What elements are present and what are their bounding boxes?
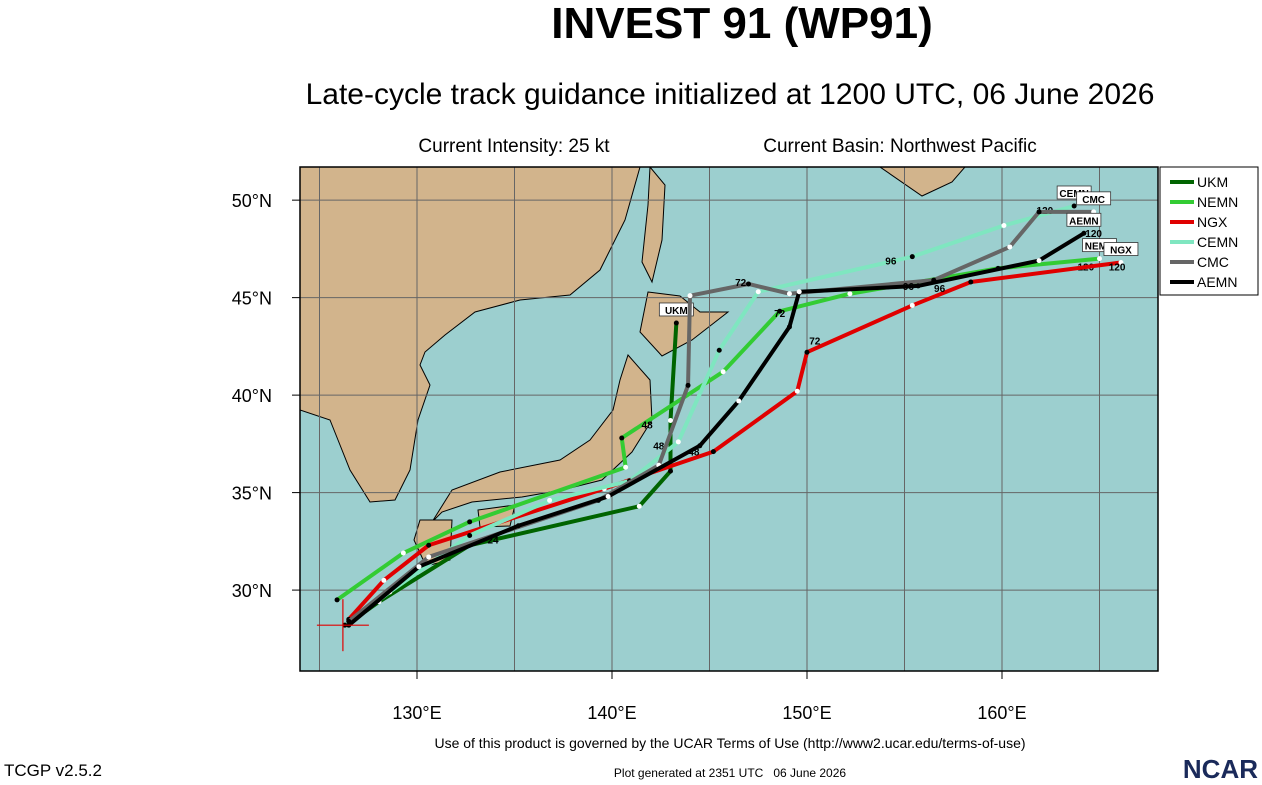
legend-box: [1159, 166, 1259, 296]
track-point: [619, 435, 625, 441]
track-point: [786, 291, 792, 297]
track-point: [847, 291, 853, 297]
hour-label: 48: [688, 448, 700, 459]
legend-label: UKM: [1197, 174, 1228, 190]
track-line: [347, 260, 1122, 621]
track-point: [675, 439, 681, 445]
subtitle: Late-cycle track guidance initialized at…: [306, 78, 1155, 111]
asia: [300, 167, 641, 503]
track-point: [605, 494, 611, 500]
generated: Plot generated at 2351 UTC 06 June 2026: [614, 766, 846, 780]
track-point: [547, 497, 553, 503]
y-tick-label: 50°N: [232, 191, 272, 211]
terms: Use of this product is governed by the U…: [434, 735, 1025, 751]
track-point: [467, 519, 473, 525]
track-point: [804, 349, 810, 355]
track-point: [1036, 258, 1042, 264]
legend-label: AEMN: [1197, 274, 1237, 290]
track-point: [968, 279, 974, 285]
track-point: [697, 443, 703, 449]
track-point: [636, 503, 642, 509]
hour-label: 72: [809, 336, 821, 347]
hour-label: 96: [934, 284, 946, 295]
track-point: [668, 417, 673, 423]
honshu: [431, 354, 653, 523]
track-point: [467, 532, 473, 538]
hour-label: 96: [885, 256, 897, 267]
hour-label: 48: [653, 442, 665, 453]
hour-label: 72: [774, 309, 786, 320]
kamchatka: [879, 167, 966, 197]
hour-label: 120: [1109, 262, 1126, 273]
y-tick-label: 45°N: [232, 289, 272, 309]
y-tick-label: 40°N: [232, 386, 272, 406]
track-point: [515, 523, 521, 529]
x-tick-label: 160°E: [977, 703, 1026, 723]
legend-label: CEMN: [1197, 234, 1238, 250]
track-point: [1007, 244, 1013, 250]
end-label: NEMN: [1085, 242, 1114, 253]
end-label-box: [1103, 242, 1139, 256]
sakhalin: [641, 167, 666, 284]
track-point: [909, 302, 915, 308]
track-point: [716, 347, 722, 353]
end-label: UKM: [665, 306, 688, 317]
legend-label: NGX: [1197, 214, 1228, 230]
track-point: [1071, 203, 1077, 209]
intensity: Current Intensity: 25 kt: [418, 136, 610, 157]
track-point: [755, 289, 761, 295]
track-point: [909, 254, 915, 260]
track-point: [400, 550, 406, 556]
track-point: [777, 308, 783, 314]
end-label: AEMN: [1069, 216, 1098, 227]
track-point: [1001, 222, 1007, 228]
x-tick-label: 130°E: [392, 703, 441, 723]
track-point: [1118, 260, 1124, 266]
track-point: [687, 293, 693, 299]
end-label: CMC: [1082, 195, 1105, 206]
track-point: [786, 324, 792, 330]
track-point: [381, 577, 387, 583]
y-tick-label: 30°N: [232, 581, 272, 601]
x-tick-label: 150°E: [782, 703, 831, 723]
x-tick-label: 140°E: [587, 703, 636, 723]
track-point: [1036, 209, 1042, 215]
hour-label: 48: [642, 420, 654, 431]
track-point: [736, 398, 742, 404]
track-point: [426, 542, 432, 548]
track-point: [1081, 230, 1087, 236]
map-frame: [299, 166, 1159, 672]
end-label-box: [1076, 191, 1112, 206]
track-point: [668, 468, 673, 474]
track-point: [673, 320, 679, 326]
end-label: CEMN: [1059, 189, 1088, 200]
legend-label: NEMN: [1197, 194, 1238, 210]
hour-label: 72: [735, 278, 747, 289]
title: INVEST 91 (WP91): [551, 0, 932, 48]
track-point: [426, 554, 432, 560]
track-point: [334, 597, 340, 603]
end-label-box: [1066, 212, 1102, 227]
track-point: [720, 369, 726, 375]
legend-label: CMC: [1197, 254, 1229, 270]
track-point: [685, 382, 691, 388]
track-point: [416, 564, 422, 570]
version: TCGP v2.5.2: [4, 761, 102, 780]
logo: NCAR: [1183, 754, 1258, 780]
track-point: [1097, 256, 1102, 262]
end-label: NGX: [1110, 246, 1132, 257]
track-point: [710, 449, 716, 455]
hour-label: 120: [1085, 229, 1102, 240]
hour-label: 24: [487, 535, 499, 546]
track-point: [746, 281, 751, 287]
track-point: [915, 283, 921, 289]
y-tick-label: 35°N: [232, 484, 272, 504]
end-label-box: [658, 302, 694, 317]
track-point: [794, 388, 800, 394]
track-point: [623, 464, 629, 470]
track-point: [796, 289, 802, 295]
basin: Current Basin: Northwest Pacific: [763, 136, 1037, 157]
